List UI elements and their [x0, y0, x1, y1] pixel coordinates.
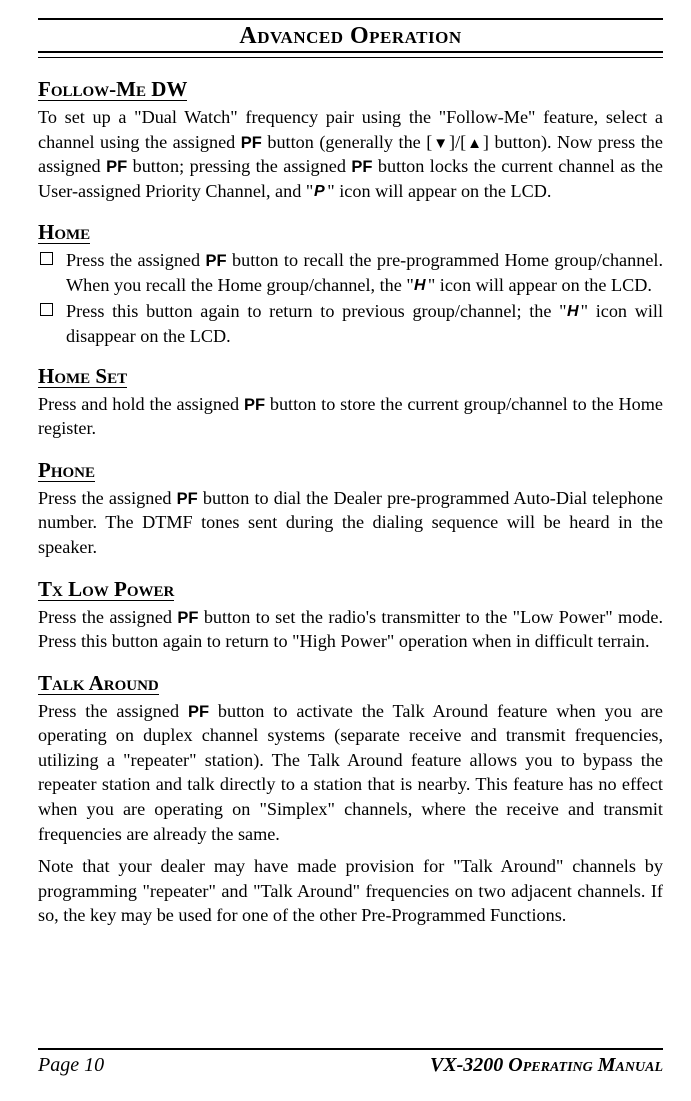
page: Advanced Operation Follow-Me DW To set u… [0, 0, 691, 1101]
chapter-title: Advanced Operation [38, 18, 663, 50]
pf-label: PF [177, 490, 198, 508]
home-bullet-list: Press the assigned PF button to recall t… [38, 248, 663, 348]
triangle-down-icon: ▼ [432, 135, 449, 152]
para-talk-around-2: Note that your dealer may have made prov… [38, 854, 663, 928]
pf-label: PF [177, 609, 198, 627]
svg-text:H: H [414, 277, 426, 292]
title-rule [38, 51, 663, 58]
priority-p-icon: P [313, 180, 327, 205]
heading-follow-me-dw: Follow-Me DW [38, 78, 187, 101]
pf-label: PF [206, 252, 227, 270]
footer: Page 10 VX-3200 Operating Manual [38, 1048, 663, 1077]
text: " icon will appear on the LCD. [428, 275, 652, 295]
text: ]/[ [449, 132, 466, 152]
pf-label: PF [106, 158, 127, 176]
pf-label: PF [351, 158, 372, 176]
text: Press the assigned [38, 701, 188, 721]
text: button; pressing the assigned [127, 156, 351, 176]
svg-text:H: H [567, 303, 579, 318]
triangle-up-icon: ▲ [466, 135, 483, 152]
text: Press the assigned [38, 488, 177, 508]
home-h-icon: H [567, 300, 581, 325]
heading-home: Home [38, 221, 90, 244]
page-number: Page 10 [38, 1054, 104, 1077]
para-home-set: Press and hold the assigned PF button to… [38, 392, 663, 441]
para-follow-me-dw: To set up a "Dual Watch" frequency pair … [38, 105, 663, 203]
heading-tx-low-power: Tx Low Power [38, 578, 174, 601]
text: button (generally the [ [262, 132, 432, 152]
text: " icon will appear on the LCD. [327, 181, 551, 201]
pf-label: PF [188, 703, 209, 721]
list-item: Press the assigned PF button to recall t… [38, 248, 663, 297]
para-talk-around-1: Press the assigned PF button to activate… [38, 699, 663, 846]
para-tx-low-power: Press the assigned PF button to set the … [38, 605, 663, 654]
heading-home-set: Home Set [38, 365, 127, 388]
para-phone: Press the assigned PF button to dial the… [38, 486, 663, 560]
text: button to activate the Talk Around featu… [38, 701, 663, 844]
pf-label: PF [241, 134, 262, 152]
svg-text:P: P [314, 183, 325, 198]
heading-phone: Phone [38, 459, 95, 482]
text: Press this button again to return to pre… [66, 301, 567, 321]
text: Press the assigned [38, 607, 177, 627]
footer-row: Page 10 VX-3200 Operating Manual [38, 1054, 663, 1077]
footer-rule [38, 1048, 663, 1050]
text: Press and hold the assigned [38, 394, 244, 414]
list-item: Press this button again to return to pre… [38, 299, 663, 348]
text: Press the assigned [66, 250, 206, 270]
pf-label: PF [244, 396, 265, 414]
manual-title: VX-3200 Operating Manual [430, 1054, 663, 1077]
heading-talk-around: Talk Around [38, 672, 159, 695]
home-h-icon: H [414, 274, 428, 299]
